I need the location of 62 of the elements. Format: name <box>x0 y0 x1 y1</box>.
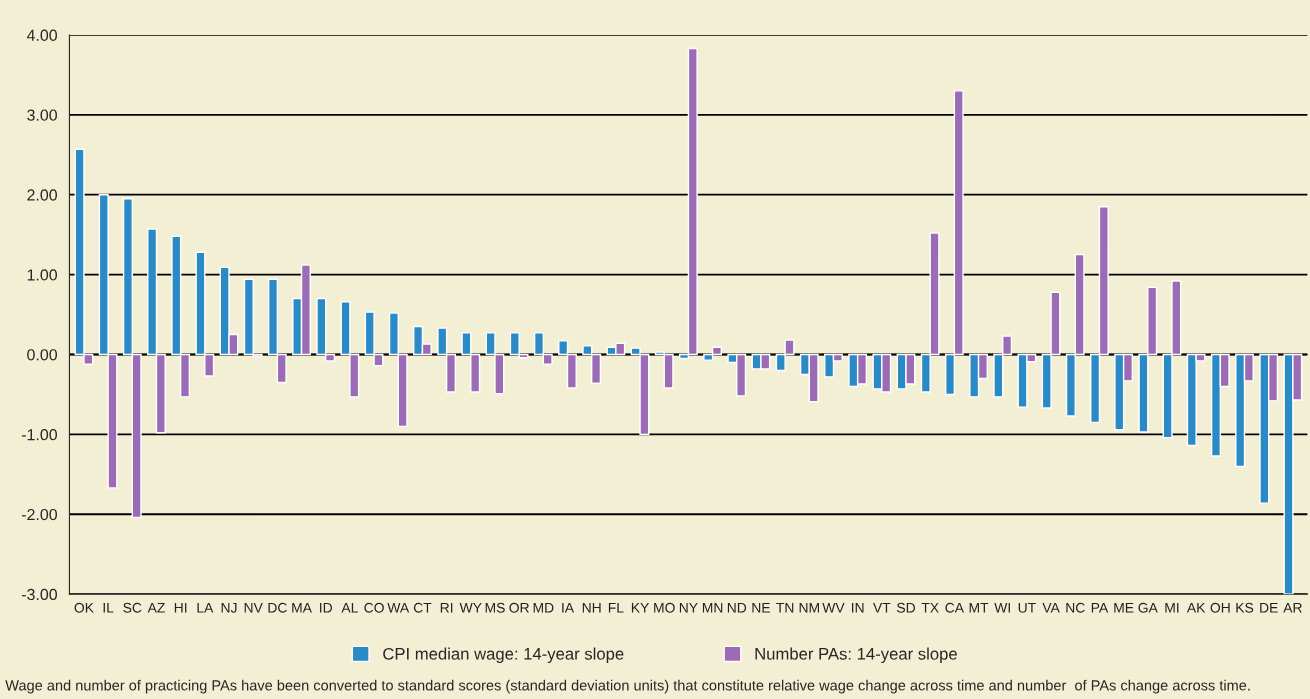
x-tick-label: ME <box>1114 602 1134 613</box>
x-tick-label: MT <box>969 602 989 613</box>
x-tick-label: KS <box>1236 602 1254 613</box>
x-tick-label: LA <box>197 602 214 613</box>
x-tick-label: NJ <box>221 602 237 613</box>
x-tick-label: HI <box>174 602 187 613</box>
x-tick-label: KY <box>631 602 650 613</box>
x-tick-label: IA <box>562 602 575 613</box>
x-tick-label: FL <box>608 602 624 613</box>
y-tick-label: 3.00 <box>27 109 57 121</box>
legend-label: CPI median wage: 14-year slope <box>383 647 624 664</box>
x-tick-label: WA <box>387 602 410 613</box>
x-tick-label: MA <box>292 602 312 613</box>
x-tick-label: IL <box>103 602 114 613</box>
x-tick-label: TN <box>776 602 794 613</box>
x-tick-label: CO <box>364 602 384 613</box>
x-tick-label: NC <box>1066 602 1085 613</box>
x-tick-label: MO <box>654 602 675 613</box>
x-tick-label: OH <box>1210 602 1230 613</box>
x-tick-label: SD <box>897 602 915 613</box>
x-tick-label: OR <box>509 602 529 613</box>
x-tick-label: NV <box>244 602 263 613</box>
x-tick-label: DE <box>1260 602 1278 613</box>
y-tick-label: -3.00 <box>21 588 57 601</box>
x-tick-label: AR <box>1283 602 1302 613</box>
x-tick-label: AL <box>341 602 358 613</box>
x-tick-label: GA <box>1138 602 1158 613</box>
x-tick-label: NE <box>752 602 770 613</box>
x-tick-label: IN <box>851 602 864 613</box>
x-tick-label: VA <box>1042 602 1060 613</box>
x-tick-label: MD <box>533 602 554 613</box>
y-tick-label: 2.00 <box>27 189 57 201</box>
x-tick-label: MI <box>1165 602 1179 613</box>
x-tick-label: MN <box>702 602 723 613</box>
x-tick-label: ID <box>320 602 332 613</box>
x-tick-label: MS <box>485 602 505 613</box>
x-tick-label: ND <box>727 602 747 613</box>
x-tick-label: WI <box>994 602 1010 613</box>
x-tick-label: AK <box>1186 602 1206 613</box>
x-tick-label: NH <box>582 602 601 613</box>
x-tick-label: WV <box>822 602 845 613</box>
text: Wage and number of practicing PAs have been converted to standard scores (standard deviation units) that constitute relative wage change across time and number of PAs change across time. <box>5 679 1250 694</box>
x-tick-label: UT <box>1018 602 1036 613</box>
x-tick-label: PA <box>1091 602 1109 613</box>
x-tick-label: TX <box>921 602 939 613</box>
y-tick-label: 4.00 <box>26 29 57 41</box>
x-tick-label: CA <box>945 602 964 613</box>
x-tick-label: OK <box>74 602 94 613</box>
legend-label: Number PAs: 14-year slope <box>755 647 957 664</box>
x-tick-label: RI <box>440 602 453 613</box>
x-tick-label: NY <box>679 602 698 613</box>
y-tick-label: 0.00 <box>27 349 57 361</box>
x-tick-label: AZ <box>147 602 165 613</box>
x-tick-label: WY <box>459 602 482 613</box>
y-tick-label: -2.00 <box>21 508 57 521</box>
x-tick-label: SC <box>123 602 142 613</box>
x-tick-label: CT <box>413 602 432 613</box>
x-tick-label: DC <box>268 602 287 613</box>
y-tick-label: 1.00 <box>27 269 57 281</box>
x-tick-label: VT <box>873 602 891 613</box>
y-tick-label: -1.00 <box>21 429 57 441</box>
x-tick-label: NM <box>799 602 819 613</box>
